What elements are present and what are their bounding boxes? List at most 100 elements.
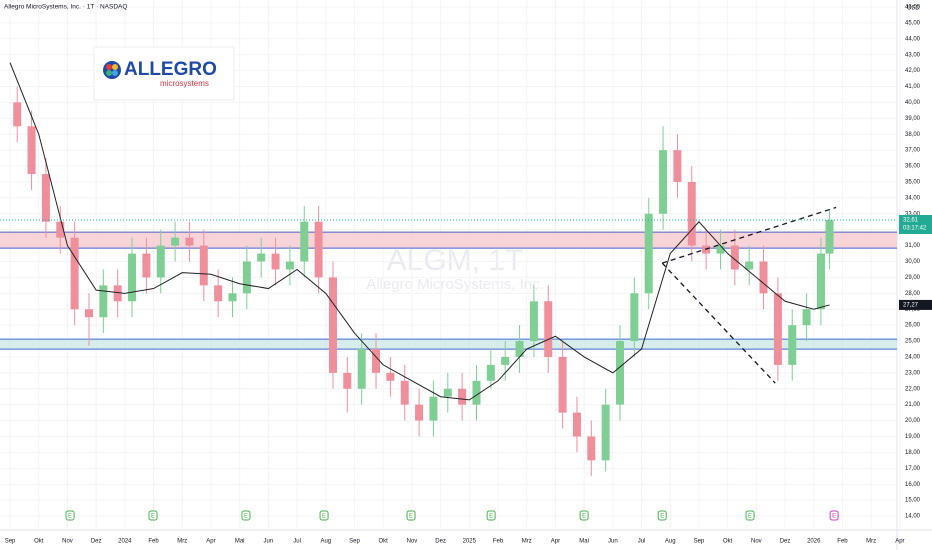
candle-body — [745, 261, 754, 270]
y-tick-label: 26,00 — [905, 323, 921, 329]
x-tick-label: 2025 — [463, 539, 477, 545]
x-tick-label: Feb — [493, 539, 504, 545]
y-tick-label: 31,00 — [905, 243, 921, 249]
earnings-marker — [406, 510, 416, 521]
y-tick-label: 30,00 — [905, 259, 921, 265]
earnings-label: E — [244, 514, 248, 520]
candle-body — [84, 309, 93, 318]
y-tick-label: 45,00 — [905, 20, 921, 26]
y-tick-label: 43,00 — [905, 52, 921, 58]
x-tick-label: Jul — [638, 539, 646, 545]
earnings-label: E — [322, 514, 326, 520]
y-tick-label: 28,00 — [905, 291, 921, 297]
logo-name: ALLEGRO — [124, 59, 217, 80]
candle-body — [70, 237, 79, 310]
candle-body — [257, 253, 266, 262]
x-tick-label: Mrz — [522, 539, 532, 545]
earnings-marker — [579, 510, 589, 521]
candle-body — [228, 293, 237, 302]
candle-body — [773, 293, 782, 365]
earnings-label: E — [660, 514, 664, 520]
logo: ALLEGRO microsystems — [93, 46, 235, 101]
x-tick-label: Mrz — [866, 539, 876, 545]
x-tick-label: Apr — [895, 539, 904, 545]
earnings-marker — [829, 510, 839, 521]
candle-body — [386, 372, 395, 381]
y-tick-label: 46,00 — [905, 5, 921, 11]
candle-body — [199, 245, 208, 286]
y-tick-label: 18,00 — [905, 450, 921, 456]
y-tick-label: 29,00 — [905, 275, 921, 281]
earnings-label: E — [832, 514, 836, 520]
logo-mark — [103, 61, 121, 79]
x-tick-label: 2024 — [118, 539, 132, 545]
last-price-box — [899, 214, 932, 234]
candle-body — [271, 253, 280, 270]
x-tick-label: Feb — [837, 539, 848, 545]
x-tick-label: Okt — [379, 539, 389, 545]
x-tick-label: Jun — [264, 539, 274, 545]
y-tick-label: 40,00 — [905, 100, 921, 106]
logo-dot — [106, 64, 112, 70]
candle-body — [644, 213, 653, 294]
chart-title: Allegro MicroSystems, Inc. · 1T · NASDAQ — [4, 4, 127, 11]
earnings-label: E — [68, 514, 72, 520]
earnings-label: E — [409, 514, 413, 520]
y-tick-label: 42,00 — [905, 68, 921, 74]
candle-body — [142, 253, 151, 278]
y-tick-label: 19,00 — [905, 434, 921, 440]
x-tick-label: Mrz — [177, 539, 187, 545]
trendline — [662, 206, 837, 264]
candle-body — [458, 388, 467, 405]
y-tick-label: 17,00 — [905, 466, 921, 472]
candle-body — [825, 219, 834, 254]
candle-body — [630, 293, 639, 342]
candle-body — [314, 221, 323, 278]
moving-average — [9, 62, 830, 401]
y-tick-label: 33,00 — [905, 211, 921, 217]
earnings-marker — [241, 510, 251, 521]
ma-price-box — [899, 299, 932, 310]
earnings-marker — [319, 510, 329, 521]
candle-body — [343, 372, 352, 389]
x-tick-label: Dez — [435, 539, 446, 545]
y-tick-label: 35,00 — [905, 180, 921, 186]
candle-body — [788, 325, 797, 365]
logo-dot — [112, 70, 118, 76]
candle-body — [501, 356, 510, 365]
candle-body — [572, 412, 581, 437]
watermark: ALGM, 1T — [387, 244, 524, 277]
candle-body — [687, 181, 696, 246]
x-tick-label: Apr — [551, 539, 560, 545]
candle-body — [328, 277, 337, 373]
y-tick-label: 24,00 — [905, 355, 921, 361]
candle-body — [128, 253, 137, 302]
earnings-label: E — [748, 514, 752, 520]
y-tick-label: 15,00 — [905, 498, 921, 504]
y-tick-label: 38,00 — [905, 132, 921, 138]
candle-body — [486, 364, 495, 381]
watermark-subtitle: Allegro MicroSystems, Inc. — [366, 276, 544, 293]
y-tick-label: 39,00 — [905, 116, 921, 122]
last-price-label: 32,61 — [903, 218, 919, 224]
candle-body — [113, 285, 122, 302]
plot-area — [0, 0, 901, 530]
earnings-marker — [745, 510, 755, 521]
x-tick-label: Jul — [293, 539, 301, 545]
y-tick-label: 36,00 — [905, 164, 921, 170]
candle-body — [41, 174, 50, 222]
candle-body — [185, 237, 194, 246]
x-tick-label: Dez — [780, 539, 791, 545]
candle-body — [99, 285, 108, 318]
candle-body — [515, 341, 524, 357]
logo-dot — [112, 64, 118, 70]
x-tick-label: Sep — [349, 539, 360, 545]
y-tick-label: 34,00 — [905, 195, 921, 201]
y-tick-label: 44,00 — [905, 36, 921, 42]
candle-body — [214, 285, 223, 302]
candle-body — [472, 380, 481, 405]
candle-body — [415, 404, 424, 421]
earnings-label: E — [151, 514, 155, 520]
candle-body — [156, 245, 165, 278]
